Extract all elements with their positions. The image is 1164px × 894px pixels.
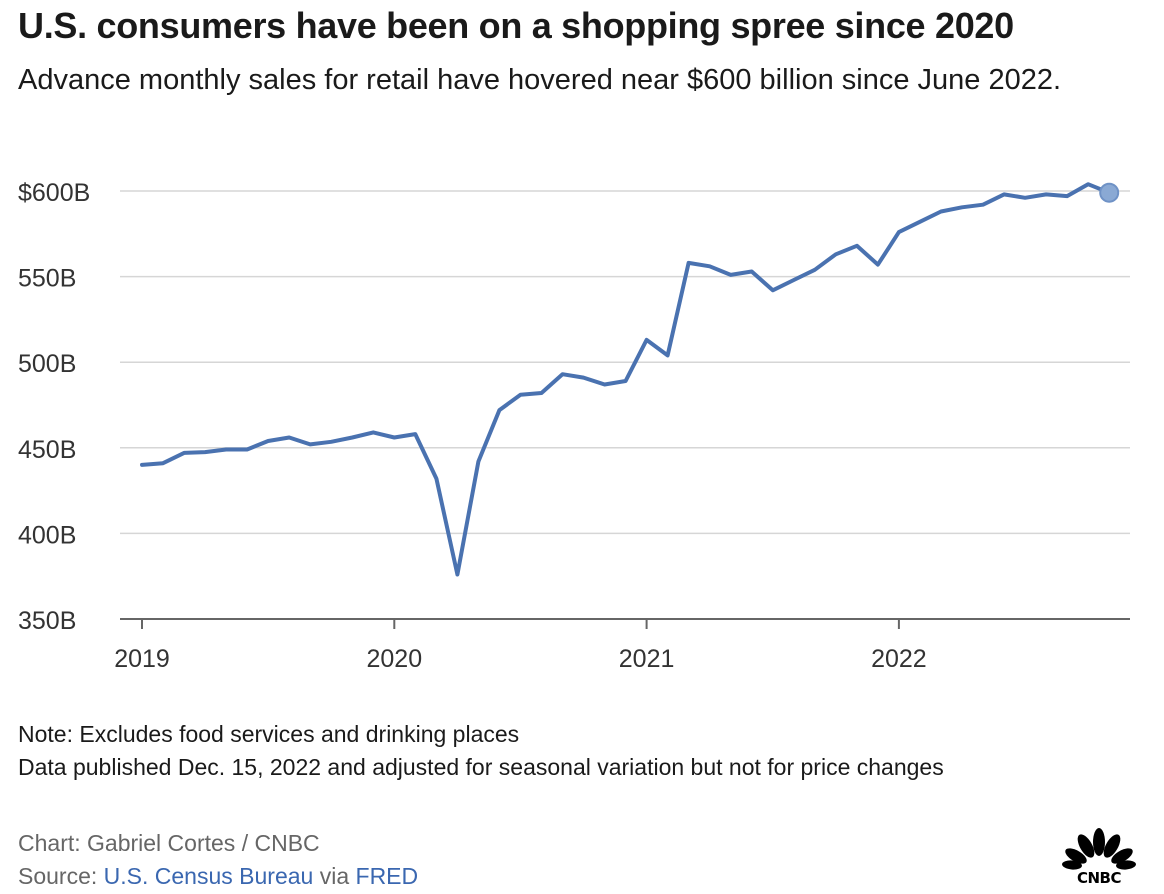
data-point-2021-05 [729, 273, 733, 277]
data-point-2021-03 [687, 261, 691, 265]
data-point-2022-06 [1002, 192, 1006, 196]
data-point-2019-09 [308, 442, 312, 446]
data-point-2020-04 [455, 573, 459, 577]
x-axis: 2019 2020 2021 2022 [114, 618, 1130, 673]
data-point-2022-09 [1065, 194, 1069, 198]
data-point-2019-12 [371, 430, 375, 434]
data-point-2019-02 [161, 461, 165, 465]
y-tick-label-350: 350B [18, 607, 76, 635]
y-tick-label-450: 450B [18, 436, 76, 464]
data-point-2020-02 [413, 432, 417, 436]
data-point-2019-01 [140, 463, 144, 467]
y-tick-label-600: $600B [18, 179, 90, 207]
note-exclusions: Note: Excludes food services and drinkin… [18, 721, 520, 747]
data-point-2021-08 [792, 278, 796, 282]
data-point-2020-12 [624, 379, 628, 383]
chart-title: U.S. consumers have been on a shopping s… [18, 5, 1014, 46]
chart-source: Source: U.S. Census Bureau via FRED [18, 860, 418, 893]
data-point-2022-07 [1023, 196, 1027, 200]
fred-link[interactable]: FRED [355, 863, 419, 889]
y-tick-label-400: 400B [18, 521, 76, 549]
grid-lines [120, 190, 1130, 535]
data-point-2021-09 [813, 268, 817, 272]
data-point-2022-01 [897, 230, 901, 234]
data-point-2020-06 [497, 408, 501, 412]
data-point-2019-03 [182, 451, 186, 455]
data-point-2021-06 [750, 270, 754, 274]
data-point-2022-03 [939, 210, 943, 214]
data-point-2019-10 [329, 440, 333, 444]
source-via: via [319, 863, 350, 889]
data-point-2021-12 [876, 263, 880, 267]
series-lines [140, 182, 1112, 577]
x-tick-label-2019: 2019 [114, 645, 170, 673]
data-point-2020-08 [540, 391, 544, 395]
x-tick-label-2021: 2021 [619, 645, 675, 673]
x-tick-label-2022: 2022 [871, 645, 927, 673]
note-publication: Data published Dec. 15, 2022 and adjuste… [18, 754, 944, 780]
source-label: Source: [18, 863, 98, 889]
data-point-2020-03 [434, 477, 438, 481]
chart-author: Chart: Gabriel Cortes / CNBC [18, 830, 320, 856]
series-line-0 [140, 182, 1112, 577]
census-bureau-link[interactable]: U.S. Census Bureau [103, 863, 314, 889]
data-point-2019-11 [350, 436, 354, 440]
data-point-2022-08 [1044, 192, 1048, 196]
x-tick-label-2020: 2020 [366, 645, 422, 673]
data-point-2019-06 [245, 448, 249, 452]
y-axis-tick-labels: 350B 400B 450B 500B 550B $600B [18, 179, 90, 635]
data-points [140, 182, 1120, 577]
chart-credits: Chart: Gabriel Cortes / CNBC Source: U.S… [18, 827, 418, 893]
data-point-2020-09 [561, 372, 565, 376]
data-point-2019-07 [266, 439, 270, 443]
data-point-2020-07 [519, 393, 523, 397]
data-point-2019-05 [224, 448, 228, 452]
latest-value-marker [1099, 182, 1120, 203]
y-tick-label-550: 550B [18, 265, 76, 293]
data-point-2021-02 [666, 353, 670, 357]
data-point-2021-01 [645, 338, 649, 342]
data-point-2022-05 [981, 203, 985, 207]
data-point-2020-01 [392, 436, 396, 440]
data-point-2021-04 [708, 264, 712, 268]
chart-subtitle: Advance monthly sales for retail have ho… [18, 64, 1062, 96]
data-point-2020-05 [476, 460, 480, 464]
data-point-2019-04 [203, 450, 207, 454]
data-point-2022-04 [960, 205, 964, 209]
cnbc-peacock-icon [1062, 828, 1136, 870]
data-point-2020-11 [603, 383, 607, 387]
data-point-2021-10 [834, 252, 838, 256]
data-point-2019-08 [287, 436, 291, 440]
data-point-2021-11 [855, 244, 859, 248]
data-point-2022-10 [1086, 182, 1090, 186]
data-point-2022-02 [918, 220, 922, 224]
data-point-2021-07 [771, 288, 775, 292]
chart-notes: Note: Excludes food services and drinkin… [18, 718, 1058, 784]
cnbc-logo-text: CNBC [1076, 869, 1122, 887]
data-point-2020-10 [582, 376, 586, 380]
y-tick-label-500: 500B [18, 350, 76, 378]
